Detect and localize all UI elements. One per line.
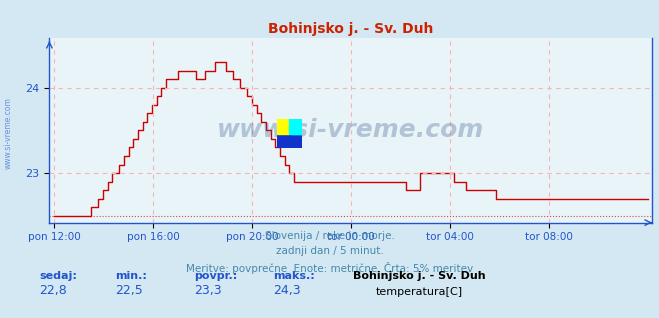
Title: Bohinjsko j. - Sv. Duh: Bohinjsko j. - Sv. Duh [268, 22, 434, 36]
Text: sedaj:: sedaj: [40, 272, 77, 281]
Text: 22,8: 22,8 [40, 284, 67, 297]
Text: www.si-vreme.com: www.si-vreme.com [217, 118, 484, 142]
Text: Bohinjsko j. - Sv. Duh: Bohinjsko j. - Sv. Duh [353, 272, 485, 281]
Text: 24,3: 24,3 [273, 284, 301, 297]
Polygon shape [277, 119, 289, 134]
Text: 23,3: 23,3 [194, 284, 222, 297]
Polygon shape [277, 119, 302, 148]
Text: min.:: min.: [115, 272, 147, 281]
Text: zadnji dan / 5 minut.: zadnji dan / 5 minut. [275, 246, 384, 256]
Text: www.si-vreme.com: www.si-vreme.com [3, 98, 13, 169]
Bar [289, 119, 302, 134]
Text: maks.:: maks.: [273, 272, 315, 281]
Bar [277, 119, 289, 134]
Text: Slovenija / reke in morje.: Slovenija / reke in morje. [264, 231, 395, 240]
Text: temperatura[C]: temperatura[C] [376, 287, 463, 297]
Polygon shape [289, 119, 302, 134]
Polygon shape [277, 119, 302, 148]
Text: 22,5: 22,5 [115, 284, 143, 297]
Text: Meritve: povprečne  Enote: metrične  Črta: 5% meritev: Meritve: povprečne Enote: metrične Črta:… [186, 262, 473, 274]
Text: povpr.:: povpr.: [194, 272, 238, 281]
